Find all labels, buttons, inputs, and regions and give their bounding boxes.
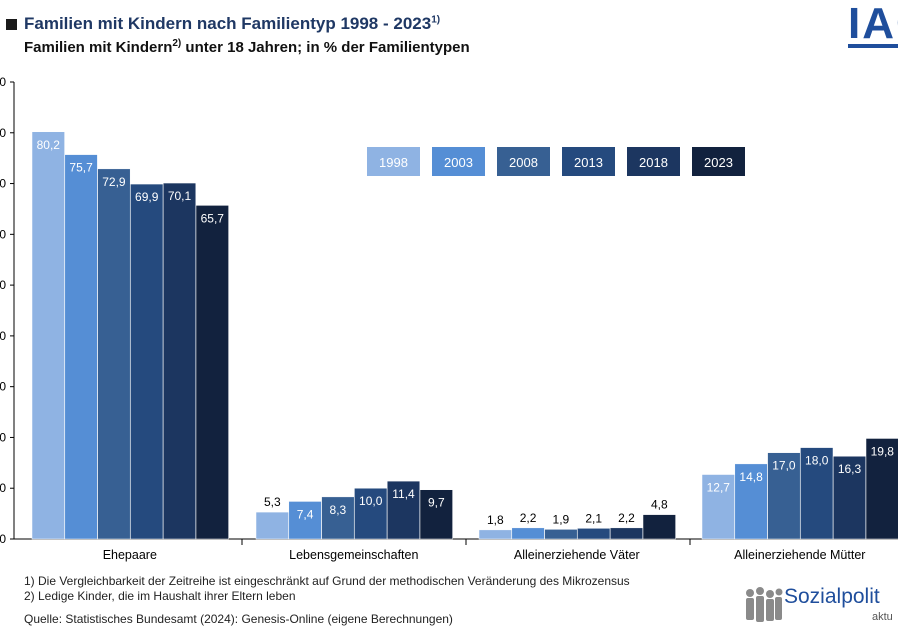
data-label: 65,7 — [201, 211, 225, 225]
data-label: 4,8 — [651, 498, 668, 512]
data-label: 19,8 — [871, 444, 895, 458]
chart-subtitle: Familien mit Kindern2) unter 18 Jahren; … — [24, 38, 470, 56]
bar — [832, 455, 867, 540]
y-tick-label: 50 — [0, 278, 6, 292]
data-label: 75,7 — [69, 161, 93, 175]
footnotes: 1) Die Vergleichbarkeit der Zeitreihe is… — [24, 574, 630, 604]
data-label: 2,1 — [585, 511, 602, 525]
data-label: 17,0 — [772, 459, 796, 473]
data-label: 14,8 — [739, 470, 763, 484]
data-label: 18,0 — [805, 454, 829, 468]
data-label: 16,3 — [838, 462, 862, 476]
legend-swatch — [432, 147, 485, 176]
data-label: 5,3 — [264, 495, 281, 509]
title-row: Familien mit Kindern nach Familientyp 19… — [6, 14, 440, 34]
legend-label: 2013 — [574, 155, 603, 170]
y-tick-label: 70 — [0, 177, 6, 191]
footnote-1: 1) Die Vergleichbarkeit der Zeitreihe is… — [24, 574, 630, 588]
data-label: 12,7 — [707, 481, 731, 495]
legend-swatch — [562, 147, 615, 176]
category-label: Ehepaare — [103, 548, 157, 562]
legend-label: 2023 — [704, 155, 733, 170]
bar — [419, 489, 453, 540]
bar — [288, 501, 322, 540]
bar — [865, 438, 898, 540]
legend-swatch — [367, 147, 420, 176]
bar — [609, 527, 644, 540]
bar — [162, 182, 197, 540]
data-label: 72,9 — [102, 175, 126, 189]
data-label: 2,2 — [520, 511, 537, 525]
data-label: 1,9 — [553, 512, 570, 526]
legend-swatch — [692, 147, 745, 176]
data-label: 10,0 — [359, 494, 383, 508]
iaq-logo-underline — [848, 44, 898, 48]
y-tick-label: 90 — [0, 75, 6, 89]
bar — [255, 511, 289, 540]
legend-label: 2003 — [444, 155, 473, 170]
data-label: 69,9 — [135, 190, 159, 204]
footnote-2: 2) Ledige Kinder, die im Haushalt ihrer … — [24, 589, 296, 603]
bar — [767, 452, 801, 540]
y-tick-label: 30 — [0, 380, 6, 394]
y-tick-label: 60 — [0, 227, 6, 241]
bar — [195, 205, 229, 540]
bar-chart: 0 10 20 30 40 50 60 70 80 90 80,2 75,7 72,9 69,9 70,1 6… — [0, 75, 898, 562]
y-tick-label: 80 — [0, 126, 6, 140]
iaq-logo: IAQ — [848, 0, 898, 48]
y-tick-label: 40 — [0, 329, 6, 343]
category-label: Alleinerziehende Mütter — [734, 548, 865, 562]
chart-title: Familien mit Kindern nach Familientyp 19… — [24, 14, 441, 33]
bar — [511, 527, 545, 540]
source-note: Quelle: Statistisches Bundesamt (2024): … — [24, 612, 453, 626]
data-label: 70,1 — [168, 189, 192, 203]
legend-swatch — [497, 147, 550, 176]
y-tick-label: 10 — [0, 481, 6, 495]
bar — [321, 496, 355, 540]
bar — [478, 529, 512, 540]
data-label: 11,4 — [392, 487, 415, 501]
data-label: 80,2 — [37, 138, 61, 152]
data-label: 7,4 — [297, 507, 314, 521]
category-label: Lebensgemeinschaften — [289, 548, 418, 562]
data-label: 9,7 — [428, 496, 445, 510]
bar — [642, 514, 676, 540]
bar — [800, 447, 834, 540]
data-label: 8,3 — [330, 503, 347, 517]
data-label: 1,8 — [487, 513, 504, 527]
bar — [64, 154, 98, 540]
y-tick-label: 20 — [0, 430, 6, 444]
bar — [31, 131, 65, 540]
y-tick-label: 0 — [0, 532, 6, 546]
legend-label: 1998 — [379, 155, 408, 170]
brand-name: Sozialpolit — [784, 585, 880, 608]
bar — [130, 183, 164, 540]
bar — [97, 168, 131, 540]
brand-subtitle: aktu — [872, 611, 893, 623]
bar — [544, 529, 578, 540]
legend-swatch — [627, 147, 680, 176]
title-bullet-icon — [6, 18, 17, 30]
category-label: Alleinerziehende Väter — [514, 548, 640, 562]
legend-label: 2008 — [509, 155, 538, 170]
people-silhouette-icon — [746, 587, 783, 622]
bar — [734, 463, 768, 540]
data-label: 2,2 — [618, 511, 635, 525]
legend-label: 2018 — [639, 155, 668, 170]
bar — [577, 528, 611, 540]
